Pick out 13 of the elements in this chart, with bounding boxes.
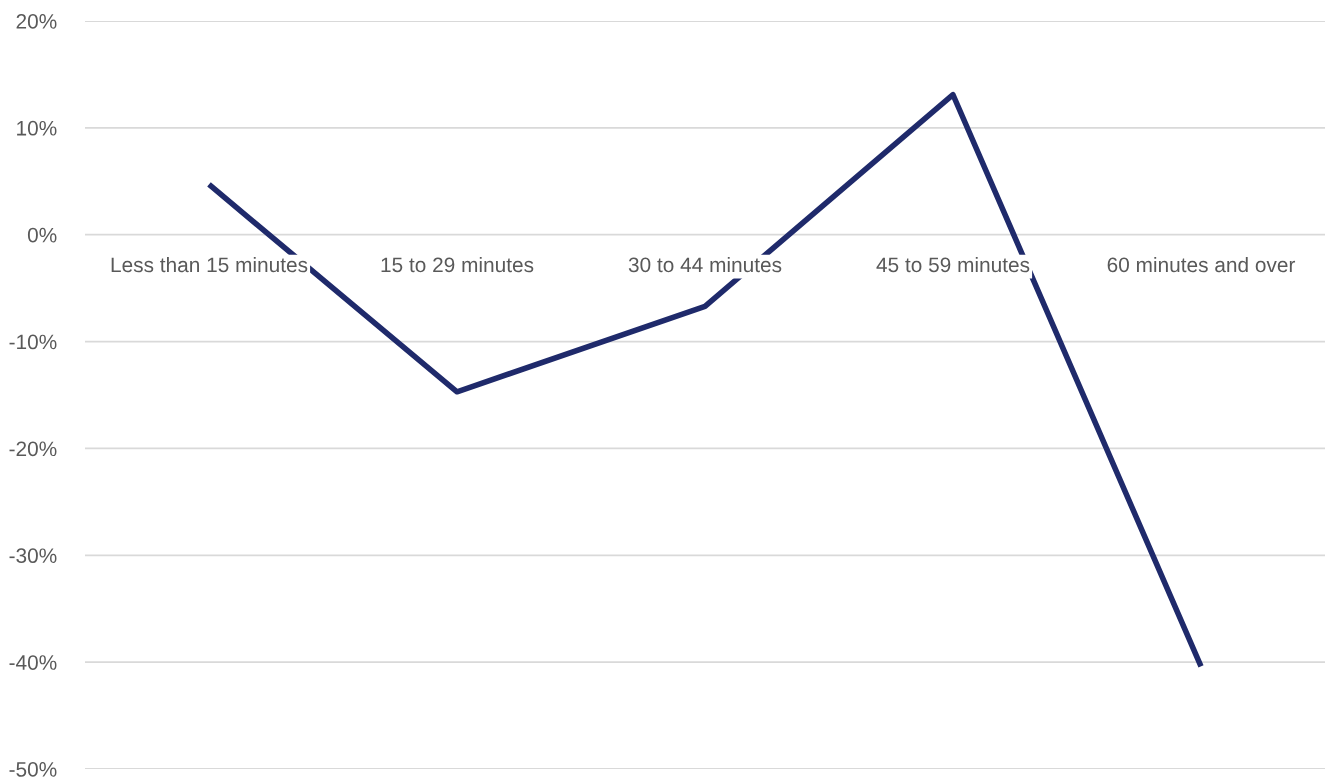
x-tick-label: 15 to 29 minutes [381, 256, 534, 273]
y-tick-label: -20% [9, 441, 57, 457]
x-tick-label: 45 to 59 minutes [876, 256, 1030, 273]
x-tick-label: 30 to 44 minutes [628, 256, 782, 273]
y-tick-label: -30% [9, 548, 57, 564]
x-tick-label: 60 minutes and over [1107, 256, 1296, 273]
y-tick-label: 20% [16, 14, 57, 29]
x-tick-label: Less than 15 minutes [111, 256, 308, 273]
y-tick-label: -10% [9, 334, 57, 350]
y-tick-label: 10% [17, 120, 57, 136]
y-tick-label: 0% [27, 227, 57, 243]
y-tick-label: -40% [9, 655, 57, 670]
y-tick-label: -50% [9, 762, 57, 777]
